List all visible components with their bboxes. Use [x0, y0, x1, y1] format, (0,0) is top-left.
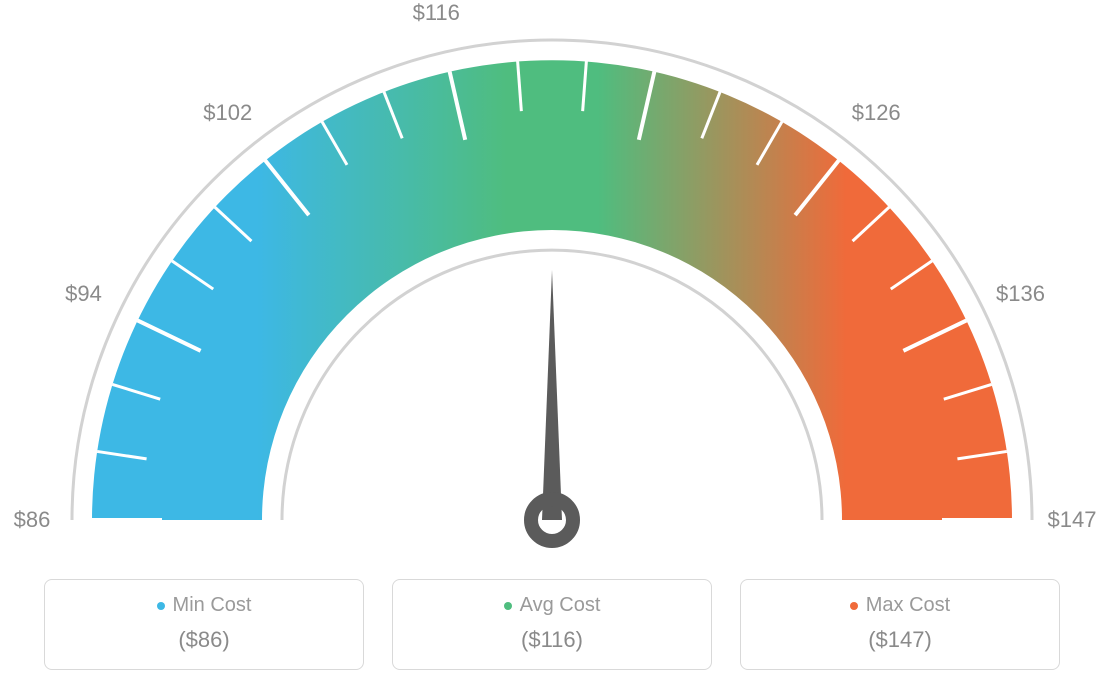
legend-dot-max — [850, 602, 858, 610]
legend-title-max-text: Max Cost — [866, 594, 950, 617]
scale-label: $94 — [65, 281, 102, 307]
legend-title-max: Max Cost — [850, 594, 950, 617]
legend-dot-min — [157, 602, 165, 610]
legend-title-min-text: Min Cost — [173, 594, 252, 617]
gauge-container: $86 $94 $102 $116 $126 $136 $147 — [0, 0, 1104, 560]
scale-label: $136 — [996, 281, 1045, 307]
scale-label: $116 — [413, 0, 460, 26]
legend-row: Min Cost ($86) Avg Cost ($116) Max Cost … — [0, 579, 1104, 670]
legend-dot-avg — [504, 602, 512, 610]
legend-value-max: ($147) — [741, 627, 1059, 653]
legend-title-avg: Avg Cost — [504, 594, 601, 617]
scale-label: $102 — [203, 100, 252, 126]
scale-label: $86 — [14, 507, 51, 533]
legend-card-min: Min Cost ($86) — [44, 579, 364, 670]
legend-card-avg: Avg Cost ($116) — [392, 579, 712, 670]
legend-value-avg: ($116) — [393, 627, 711, 653]
legend-value-min: ($86) — [45, 627, 363, 653]
legend-card-max: Max Cost ($147) — [740, 579, 1060, 670]
scale-label: $126 — [852, 100, 901, 126]
gauge-chart — [0, 0, 1104, 560]
legend-title-avg-text: Avg Cost — [520, 594, 601, 617]
legend-title-min: Min Cost — [157, 594, 252, 617]
scale-label: $147 — [1048, 507, 1097, 533]
